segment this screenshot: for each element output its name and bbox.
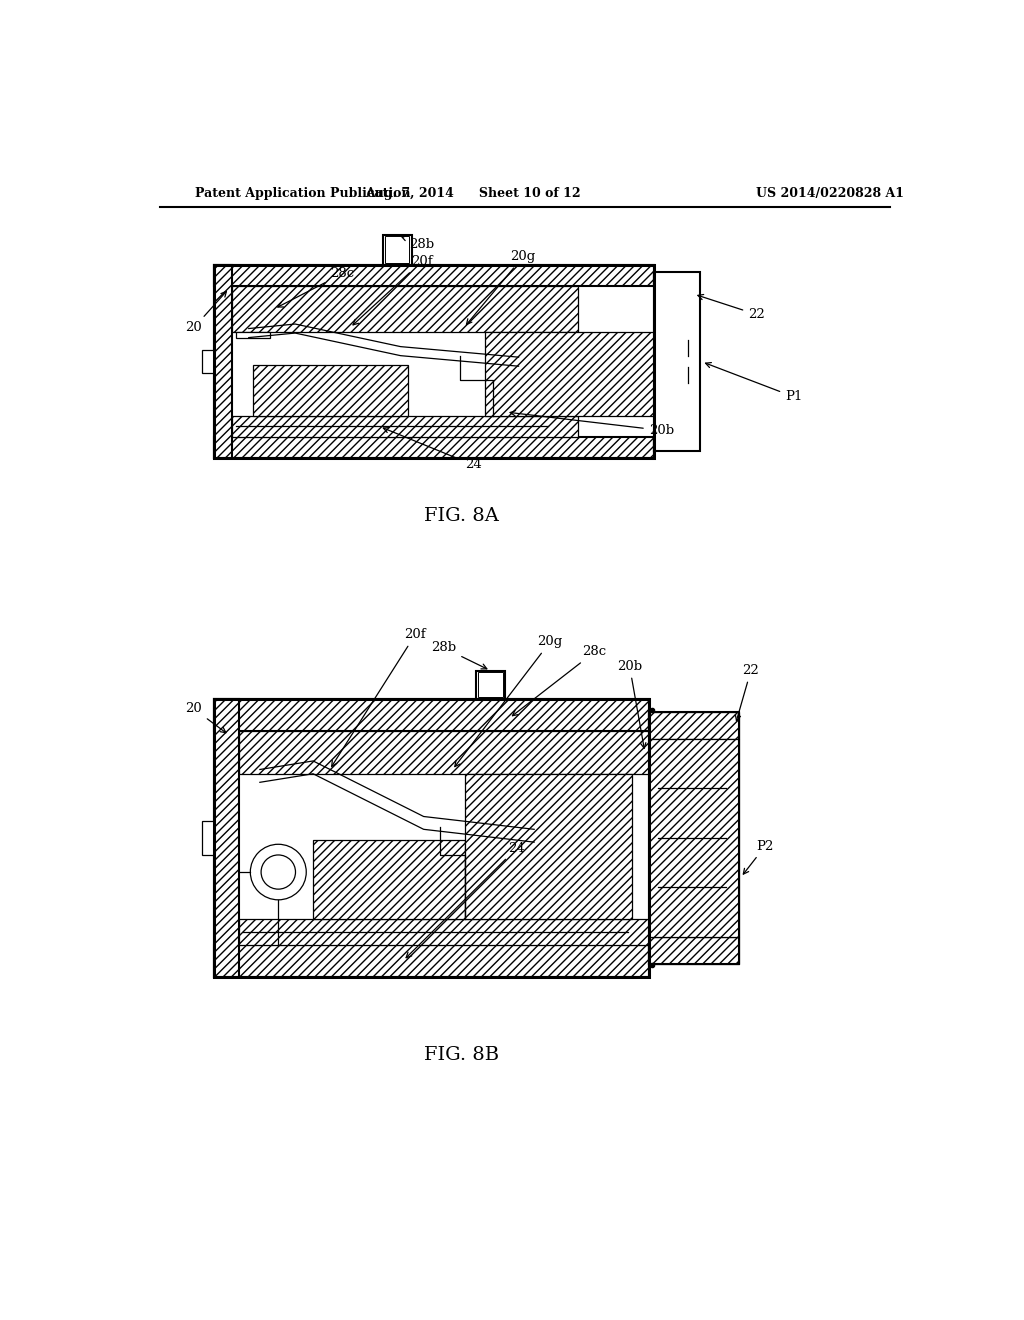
Bar bbox=[214, 700, 649, 977]
Bar bbox=[202, 350, 214, 374]
Bar bbox=[649, 711, 739, 964]
Text: Aug. 7, 2014  Sheet 10 of 12: Aug. 7, 2014 Sheet 10 of 12 bbox=[366, 187, 581, 201]
Bar bbox=[476, 671, 505, 700]
Bar bbox=[214, 437, 653, 458]
Bar bbox=[237, 331, 270, 338]
Text: 28c: 28c bbox=[278, 268, 354, 308]
Text: 20b: 20b bbox=[510, 411, 674, 437]
Bar bbox=[649, 937, 739, 964]
Text: 20: 20 bbox=[185, 292, 226, 334]
Text: 20f: 20f bbox=[353, 255, 432, 325]
Text: P2: P2 bbox=[743, 840, 774, 874]
Text: 24: 24 bbox=[407, 842, 525, 958]
Text: 28b: 28b bbox=[401, 236, 434, 251]
Bar bbox=[214, 265, 653, 458]
Text: P1: P1 bbox=[706, 363, 803, 404]
Text: Patent Application Publication: Patent Application Publication bbox=[196, 187, 411, 201]
Bar bbox=[383, 235, 412, 265]
Text: 28b: 28b bbox=[431, 642, 486, 669]
Bar bbox=[465, 774, 633, 919]
Text: FIG. 8B: FIG. 8B bbox=[424, 1045, 499, 1064]
Bar bbox=[240, 919, 649, 945]
Text: 20b: 20b bbox=[617, 660, 646, 748]
Bar bbox=[202, 821, 214, 854]
Bar bbox=[214, 265, 653, 286]
Text: 28c: 28c bbox=[512, 645, 606, 715]
Bar bbox=[253, 364, 409, 416]
Bar bbox=[240, 731, 649, 774]
Bar bbox=[385, 236, 410, 263]
Bar bbox=[649, 711, 739, 739]
Bar bbox=[214, 265, 231, 458]
Bar bbox=[478, 672, 503, 697]
Text: 22: 22 bbox=[735, 664, 760, 721]
Text: 22: 22 bbox=[698, 294, 765, 321]
Bar bbox=[649, 739, 739, 937]
Bar bbox=[231, 286, 578, 331]
Bar bbox=[214, 700, 240, 977]
Text: 20f: 20f bbox=[332, 628, 426, 767]
Text: 24: 24 bbox=[383, 428, 481, 471]
Bar bbox=[214, 700, 649, 731]
Bar bbox=[231, 416, 578, 437]
Text: 20: 20 bbox=[185, 702, 226, 733]
Text: US 2014/0220828 A1: US 2014/0220828 A1 bbox=[757, 187, 904, 201]
Bar bbox=[485, 331, 653, 416]
Text: 20g: 20g bbox=[467, 249, 536, 325]
Bar bbox=[214, 945, 649, 977]
Text: 20g: 20g bbox=[455, 635, 563, 767]
Text: FIG. 8A: FIG. 8A bbox=[424, 507, 499, 525]
Bar bbox=[313, 840, 465, 919]
Bar bbox=[653, 272, 700, 451]
